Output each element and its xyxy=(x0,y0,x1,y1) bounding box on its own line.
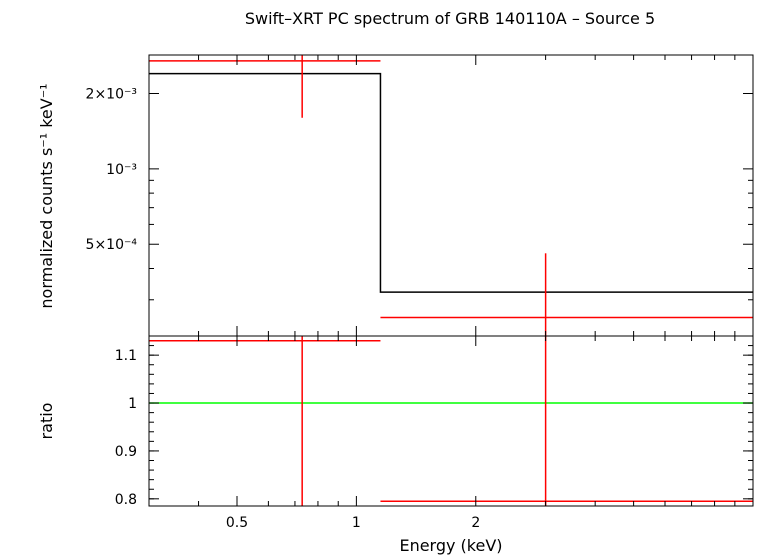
x-tick-label: 2 xyxy=(471,515,480,531)
x-tick-label: 0.5 xyxy=(226,515,248,531)
x-tick-label: 1 xyxy=(352,515,361,531)
spectrum-y-tick-label: 10⁻³ xyxy=(106,162,137,178)
ratio-y-tick-label: 1.1 xyxy=(115,348,137,364)
ratio-y-tick-label: 0.8 xyxy=(115,492,137,508)
ratio-panel: 0.8 0.9 1 1.1 ratio xyxy=(37,335,754,508)
spectrum-panel-frame xyxy=(148,54,754,337)
spectrum-y-tick-label: 2×10⁻³ xyxy=(86,87,137,103)
spectrum-y-axis-label: normalized counts s⁻¹ keV⁻¹ xyxy=(37,83,56,308)
ratio-panel-frame xyxy=(148,335,754,507)
x-axis-label: Energy (keV) xyxy=(399,536,502,555)
model-step-line xyxy=(149,72,753,293)
x-axis-ticks: 0.5 1 2 xyxy=(148,55,736,531)
spectrum-y-tick-label: 5×10⁻⁴ xyxy=(86,237,138,253)
ratio-y-tick-label: 0.9 xyxy=(115,444,137,460)
ratio-y-tick-label: 1 xyxy=(128,396,137,412)
ratio-y-axis-label: ratio xyxy=(37,403,56,440)
spectrum-panel: 5×10⁻⁴ 10⁻³ 2×10⁻³ normalized counts s⁻¹ k… xyxy=(37,54,754,337)
chart-title: Swift–XRT PC spectrum of GRB 140110A – S… xyxy=(245,9,655,28)
